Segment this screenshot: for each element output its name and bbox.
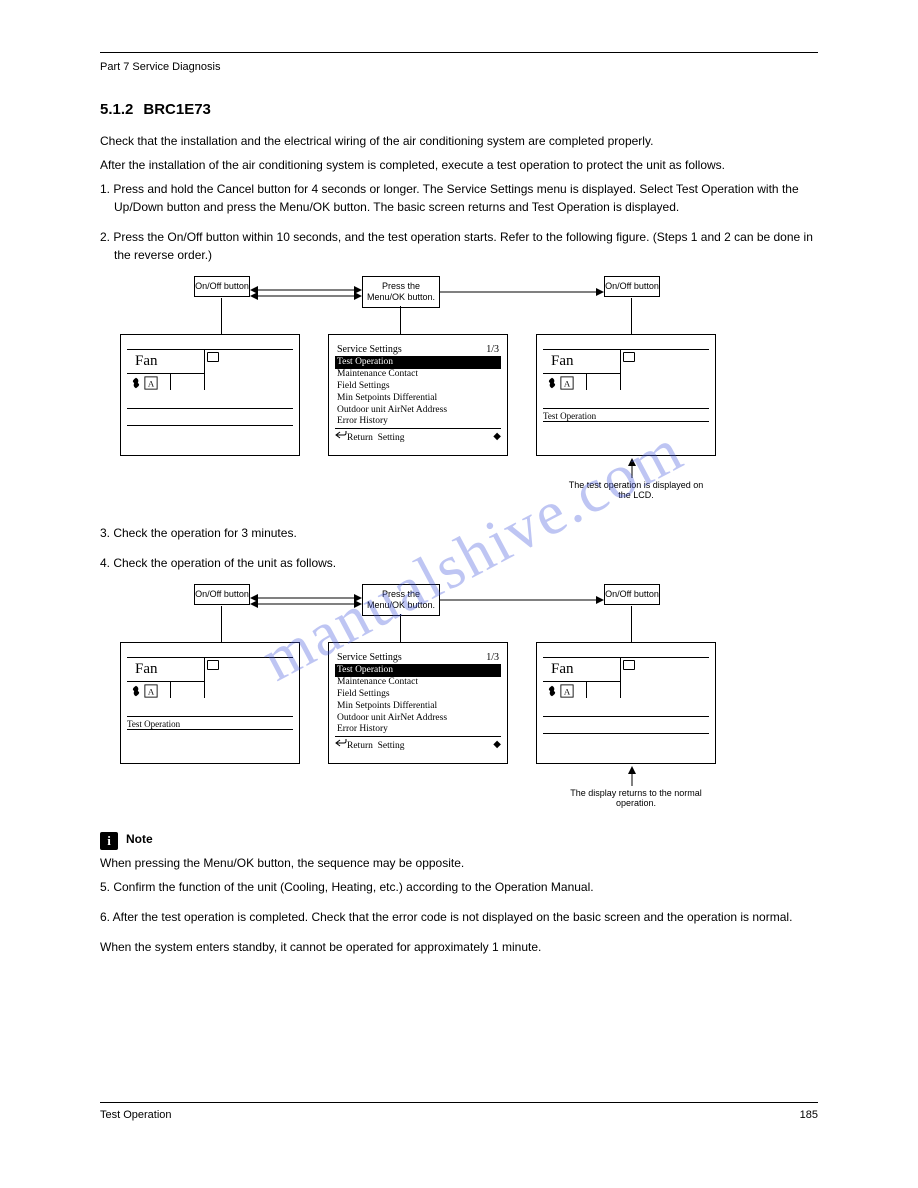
mode-label: Fan [127, 350, 204, 373]
onoff-button-left: On/Off button [194, 584, 250, 605]
auto-icon: A [560, 684, 574, 698]
auto-icon: A [144, 376, 158, 390]
lcd-panel-testop: Fan A Test Operation [120, 642, 300, 764]
lcd-panel-menu: Service Settings 1/3 Test Operation Main… [328, 642, 508, 764]
updown-icon: ◆ [493, 431, 501, 442]
step-1: 1. Press and hold the Cancel button for … [100, 180, 818, 216]
menu-item: Maintenance Contact [335, 369, 501, 381]
note-label: Note [126, 832, 153, 846]
double-arrow-icon [250, 594, 362, 608]
fan-icon [545, 376, 559, 390]
auto-icon: A [144, 684, 158, 698]
auto-icon: A [560, 376, 574, 390]
menu-item-selected: Test Operation [335, 357, 501, 369]
footer-left: Test Operation [100, 1109, 172, 1121]
section-number: 5.1.2 [100, 101, 133, 118]
right-arrow-icon [440, 596, 604, 604]
step-3: 3. Check the operation for 3 minutes. [100, 524, 818, 542]
svg-text:A: A [564, 379, 571, 389]
rule-bottom [100, 1102, 818, 1103]
fan-icon [129, 376, 143, 390]
step-6: 6. After the test operation is completed… [100, 908, 818, 926]
menu-item: Error History [335, 416, 501, 428]
outro: When the system enters standby, it canno… [100, 938, 818, 956]
intro-2: After the installation of the air condit… [100, 156, 818, 174]
lcd-panel-testop: Fan A Test Operation [536, 334, 716, 456]
indicator-icon [207, 352, 219, 362]
diagram-2: On/Off button Press the Menu/OK button. … [100, 584, 818, 814]
onoff-button-left: On/Off button [194, 276, 250, 297]
intro-1: Check that the installation and the elec… [100, 132, 818, 150]
lcd-panel-basic: Fan A [536, 642, 716, 764]
svg-text:A: A [564, 687, 571, 697]
menu-ok-button: Press the Menu/OK button. [362, 584, 440, 616]
arrow-caption: The display returns to the normal operat… [566, 788, 706, 809]
step-5: 5. Confirm the function of the unit (Coo… [100, 878, 818, 896]
menu-item: Min Setpoints Differential [335, 393, 501, 405]
double-arrow-icon [250, 286, 362, 300]
arrow-caption: The test operation is displayed on the L… [566, 480, 706, 501]
updown-icon: ◆ [493, 739, 501, 750]
menu-page: 1/3 [486, 344, 499, 355]
svg-text:A: A [148, 687, 155, 697]
lcd-panel-menu: Service Settings 1/3 Test Operation Main… [328, 334, 508, 456]
note-text: When pressing the Menu/OK button, the se… [100, 854, 818, 872]
footer-right: 185 [800, 1109, 818, 1121]
step-2: 2. Press the On/Off button within 10 sec… [100, 228, 818, 264]
up-arrow-icon [627, 458, 637, 478]
right-arrow-icon [440, 288, 604, 296]
section-title: BRC1E73 [143, 101, 211, 118]
breadcrumb: Part 7 Service Diagnosis [100, 61, 818, 73]
onoff-button-right: On/Off button [604, 584, 660, 605]
onoff-button-right: On/Off button [604, 276, 660, 297]
fan-icon [129, 684, 143, 698]
rule-top [100, 52, 818, 53]
fan-icon [545, 684, 559, 698]
info-icon: i [100, 832, 118, 850]
return-icon [335, 430, 347, 440]
menu-item: Field Settings [335, 381, 501, 393]
step-4: 4. Check the operation of the unit as fo… [100, 554, 818, 572]
return-icon [335, 738, 347, 748]
menu-item: Outdoor unit AirNet Address [335, 405, 501, 417]
lcd-panel-basic: Fan A [120, 334, 300, 456]
up-arrow-icon [627, 766, 637, 786]
footer-testop: Test Operation [543, 409, 709, 421]
svg-text:A: A [148, 379, 155, 389]
menu-ok-button: Press the Menu/OK button. [362, 276, 440, 308]
diagram-1: On/Off button Press the Menu/OK button. … [100, 276, 818, 506]
menu-title: Service Settings [337, 344, 402, 355]
